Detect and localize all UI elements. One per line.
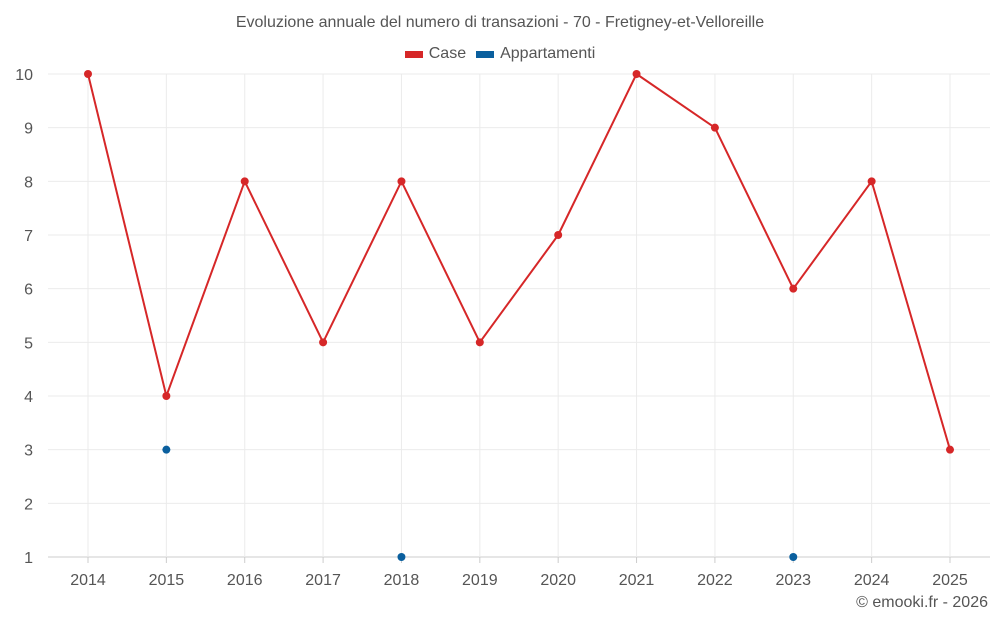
point-case-2019: [475, 338, 484, 347]
y-tick-label-3: 3: [24, 443, 33, 460]
point-appartamenti-2015: [162, 445, 171, 454]
copyright-credit: © emooki.fr - 2026: [856, 594, 988, 611]
x-tick-label-2021: 2021: [619, 572, 655, 589]
y-tick-label-4: 4: [24, 389, 33, 406]
chart-title: Evoluzione annuale del numero di transaz…: [235, 14, 765, 31]
y-tick-label-8: 8: [24, 174, 33, 191]
x-tick-label-2017: 2017: [305, 572, 341, 589]
x-tick-label-2019: 2019: [462, 572, 498, 589]
point-case-2021: [632, 70, 641, 78]
point-case-2014: [84, 70, 92, 78]
y-tick-label-9: 9: [24, 121, 33, 138]
series-line-case: [87, 73, 951, 450]
legend-swatch-appartamenti: [476, 50, 495, 58]
y-tick-label-1: 1: [24, 550, 33, 567]
point-appartamenti-2018: [397, 553, 406, 561]
point-case-2016: [240, 177, 249, 186]
y-tick-label-5: 5: [24, 335, 33, 352]
legend-label-case: Case: [428, 45, 467, 62]
x-tick-label-2023: 2023: [775, 572, 811, 589]
legend-label-appartamenti: Appartamenti: [500, 45, 596, 62]
point-case-2023: [789, 284, 798, 293]
point-case-2022: [710, 123, 719, 132]
x-tick-label-2018: 2018: [384, 572, 420, 589]
point-case-2015: [162, 392, 171, 400]
legend: Case Appartamenti: [0, 45, 1000, 63]
point-case-2020: [554, 231, 563, 239]
point-case-2025: [946, 445, 954, 454]
x-tick-label-2015: 2015: [149, 572, 185, 589]
point-case-2024: [867, 177, 876, 186]
point-case-2018: [397, 177, 406, 186]
y-tick-label-6: 6: [24, 282, 33, 299]
y-tick-label-2: 2: [24, 496, 33, 513]
legend-swatch-case: [404, 50, 423, 58]
y-tick-label-7: 7: [24, 228, 33, 245]
x-tick-label-2024: 2024: [854, 572, 890, 589]
x-tick-label-2022: 2022: [697, 572, 733, 589]
point-appartamenti-2023: [789, 553, 798, 561]
x-tick-label-2025: 2025: [932, 572, 968, 589]
point-case-2017: [319, 338, 328, 347]
x-tick-label-2014: 2014: [70, 572, 106, 589]
x-tick-label-2020: 2020: [540, 572, 576, 589]
legend-item-case[interactable]: Case: [404, 45, 467, 63]
y-tick-label-10: 10: [15, 67, 33, 84]
x-tick-label-2016: 2016: [227, 572, 263, 589]
legend-item-appartamenti[interactable]: Appartamenti: [476, 45, 595, 63]
